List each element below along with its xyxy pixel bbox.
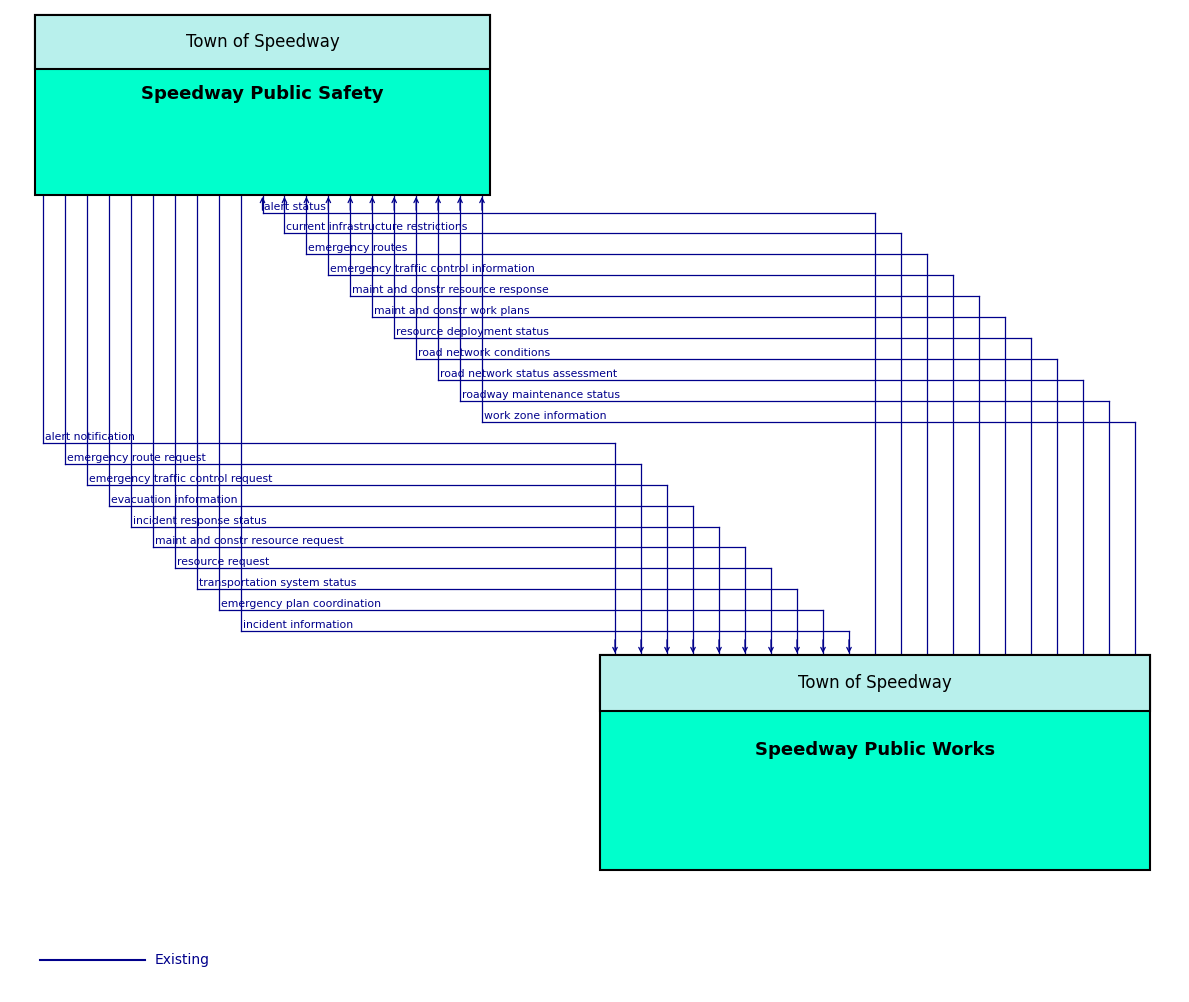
Bar bbox=[600, 655, 1150, 710]
Text: maint and constr resource response: maint and constr resource response bbox=[352, 286, 549, 296]
Text: incident response status: incident response status bbox=[133, 515, 266, 525]
Text: transportation system status: transportation system status bbox=[199, 578, 356, 588]
Text: resource deployment status: resource deployment status bbox=[396, 327, 549, 337]
Text: Existing: Existing bbox=[155, 953, 210, 967]
Text: work zone information: work zone information bbox=[484, 411, 606, 421]
Text: Town of Speedway: Town of Speedway bbox=[185, 33, 339, 51]
Text: emergency traffic control information: emergency traffic control information bbox=[331, 265, 535, 275]
Text: emergency plan coordination: emergency plan coordination bbox=[221, 599, 380, 609]
Text: Speedway Public Works: Speedway Public Works bbox=[755, 740, 995, 759]
Text: maint and constr resource request: maint and constr resource request bbox=[155, 536, 344, 546]
Text: current infrastructure restrictions: current infrastructure restrictions bbox=[287, 222, 467, 232]
Text: alert status: alert status bbox=[264, 201, 326, 211]
Text: Town of Speedway: Town of Speedway bbox=[798, 674, 952, 692]
Text: alert notification: alert notification bbox=[45, 432, 134, 442]
Text: maint and constr work plans: maint and constr work plans bbox=[375, 307, 530, 317]
Text: roadway maintenance status: roadway maintenance status bbox=[463, 390, 619, 400]
Bar bbox=[34, 15, 490, 195]
Text: evacuation information: evacuation information bbox=[111, 495, 238, 505]
Text: road network status assessment: road network status assessment bbox=[440, 369, 617, 379]
Text: resource request: resource request bbox=[177, 557, 269, 567]
Bar bbox=[34, 15, 490, 69]
Text: incident information: incident information bbox=[243, 620, 353, 630]
Text: emergency traffic control request: emergency traffic control request bbox=[89, 474, 272, 484]
Bar bbox=[600, 655, 1150, 870]
Text: emergency route request: emergency route request bbox=[67, 453, 206, 463]
Text: Speedway Public Safety: Speedway Public Safety bbox=[141, 85, 384, 103]
Text: road network conditions: road network conditions bbox=[419, 348, 551, 358]
Text: emergency routes: emergency routes bbox=[308, 243, 408, 254]
